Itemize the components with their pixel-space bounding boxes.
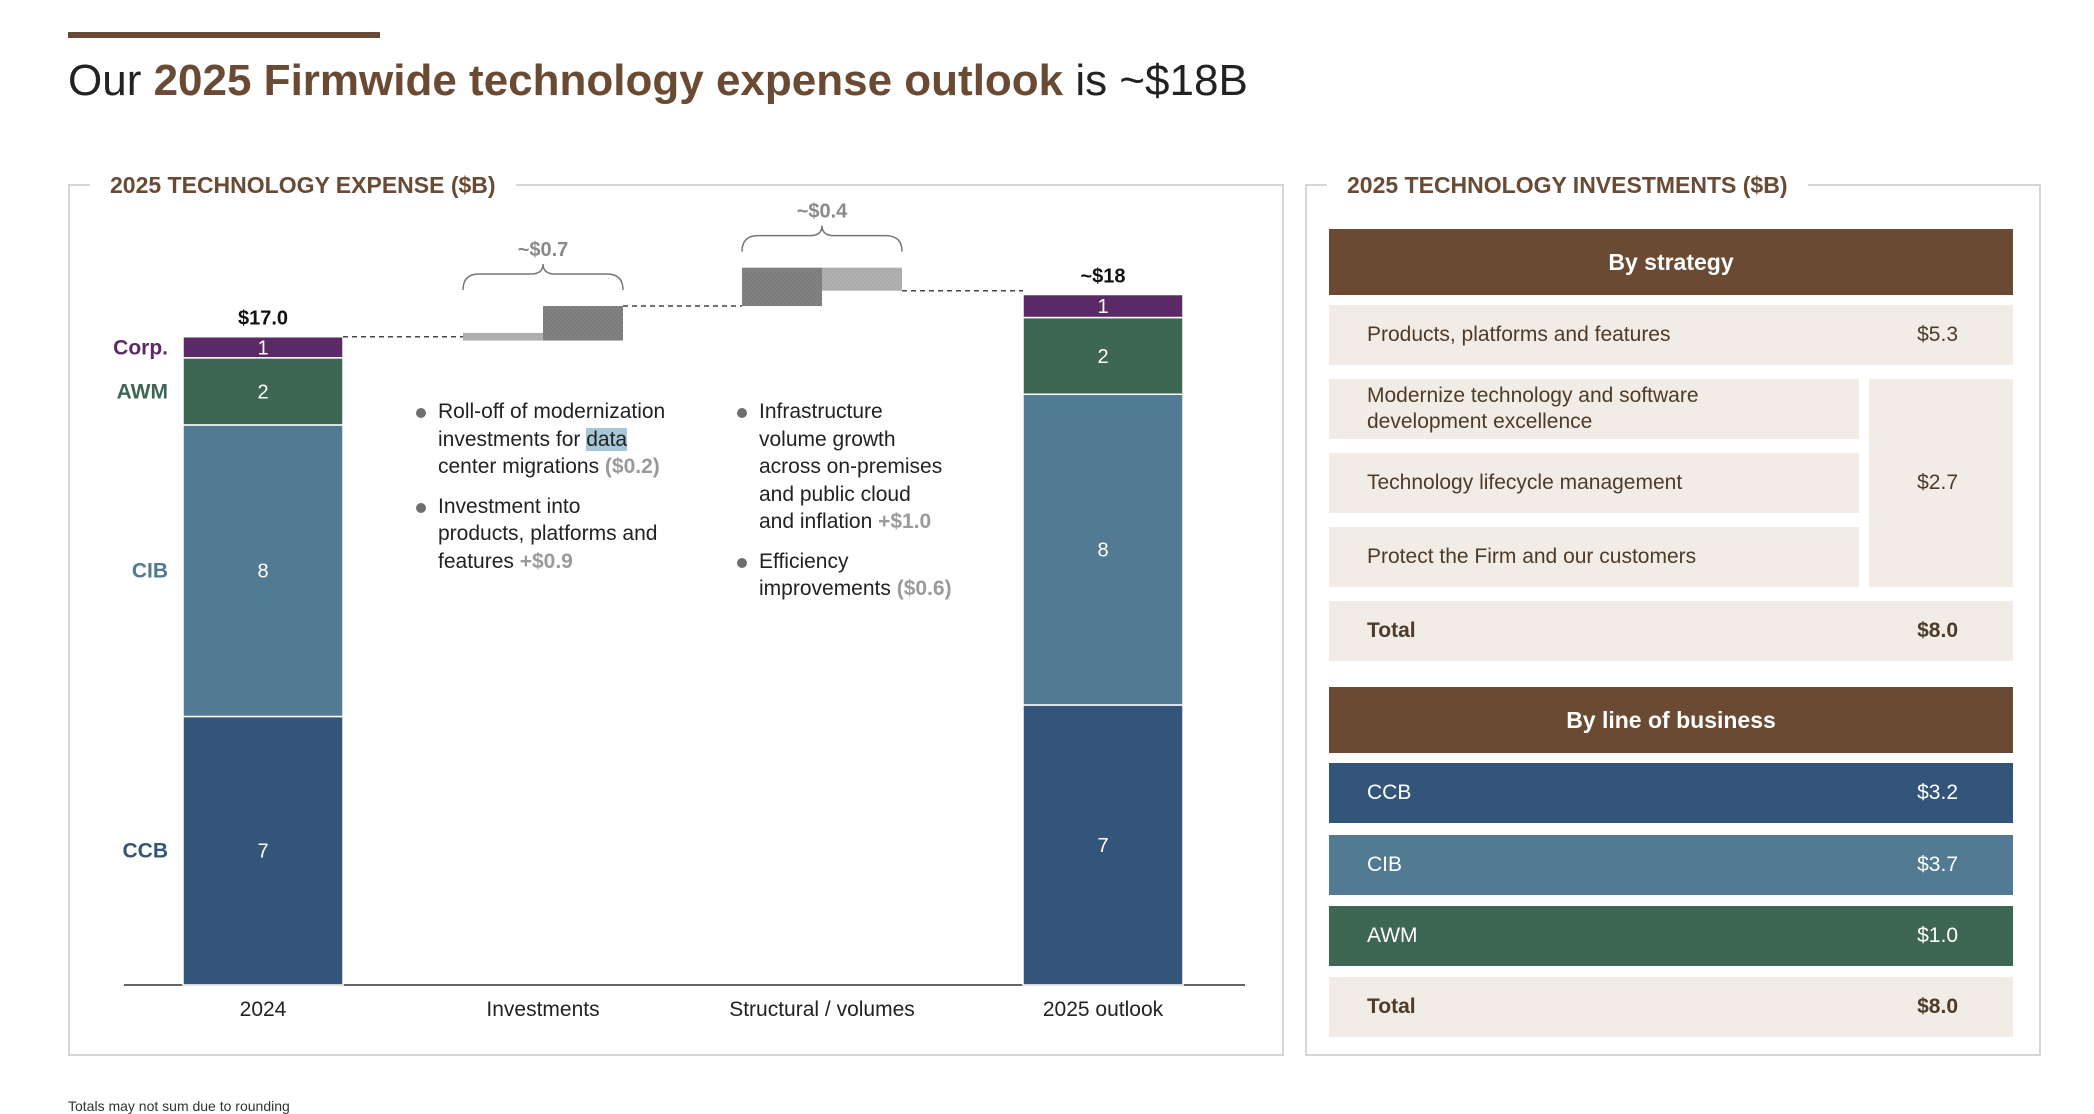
x-tick-label-2024: 2024 xyxy=(240,998,287,1021)
investments-panel-title: 2025 TECHNOLOGY INVESTMENTS ($B) xyxy=(1327,172,1808,199)
lob-row-cib: CIB $3.7 xyxy=(1329,835,2013,895)
x-tick-label-investments: Investments xyxy=(486,998,599,1021)
lob-row-total: Total $8.0 xyxy=(1329,977,2013,1037)
bar-value-label: 1 xyxy=(1097,296,1108,318)
note-investment: Investment into products, platforms and … xyxy=(416,493,706,576)
bar-2024-ccb xyxy=(182,715,344,986)
expense-panel-title: 2025 TECHNOLOGY EXPENSE ($B) xyxy=(90,172,516,199)
bar-2024-awm xyxy=(182,357,344,426)
bar-total-label: $17.0 xyxy=(238,308,288,330)
bar-value-label: 2 xyxy=(1097,346,1108,368)
strategy-header: By strategy xyxy=(1329,229,2013,295)
strategy-sub-value: $2.7 xyxy=(1869,379,2013,587)
step-net-label: ~$0.4 xyxy=(797,201,848,223)
bar-2024-corp xyxy=(182,335,344,359)
investments-panel: 2025 TECHNOLOGY INVESTMENTS ($B) xyxy=(1305,172,2041,1056)
segment-label-awm: AWM xyxy=(117,380,168,403)
lob-row-awm: AWM $1.0 xyxy=(1329,906,2013,966)
step-net-label: ~$0.7 xyxy=(518,239,569,261)
lob-row-ccb: CCB $3.2 xyxy=(1329,763,2013,823)
structural-notes: Infrastructure volume growth across on-p… xyxy=(737,398,997,615)
note-rolloff: Roll-off of modernization investments fo… xyxy=(416,398,706,481)
bar-value-label: 7 xyxy=(257,841,268,863)
lob-header: By line of business xyxy=(1329,687,2013,753)
bar-value-label: 8 xyxy=(1097,540,1108,562)
x-tick-label-2025-outlook: 2025 outlook xyxy=(1043,998,1164,1021)
strategy-row-products: Products, platforms and features $5.3 xyxy=(1329,305,2013,365)
investments-notes: Roll-off of modernization investments fo… xyxy=(416,398,706,587)
step-brace xyxy=(462,263,624,291)
bar-value-label: 8 xyxy=(257,561,268,583)
bar-value-label: 1 xyxy=(257,337,268,359)
strategy-table: By strategy Products, platforms and feat… xyxy=(1329,229,2013,665)
note-efficiency: Efficiency improvements ($0.6) xyxy=(737,548,997,603)
x-tick-label-structural-volumes: Structural / volumes xyxy=(729,998,915,1021)
expense-panel: 2025 TECHNOLOGY EXPENSE ($B) xyxy=(68,172,1284,1056)
footnote: Totals may not sum due to rounding xyxy=(68,1098,290,1114)
bar-2025-outlook-corp xyxy=(1022,293,1184,319)
strategy-row-lifecycle: Technology lifecycle management xyxy=(1329,453,1859,513)
strategy-row-total: Total $8.0 xyxy=(1329,601,2013,661)
step-brace xyxy=(741,225,903,252)
title-accent-bar xyxy=(68,32,380,38)
strategy-row-modernize: Modernize technology and software develo… xyxy=(1329,379,1859,439)
bar-value-label: 7 xyxy=(1097,835,1108,857)
segment-label-corp: Corp. xyxy=(113,336,168,359)
bar-2025-outlook-ccb xyxy=(1022,704,1184,986)
waterfall-chart: 2024 Investments Structural / volumes 2025 … xyxy=(113,201,1245,1021)
note-infrastructure: Infrastructure volume growth across on-p… xyxy=(737,398,997,536)
bar-2024-cib xyxy=(182,424,344,718)
page-title: Our 2025 Firmwide technology expense out… xyxy=(68,56,1248,105)
lob-table: By line of business CCB $3.2 CIB $3.7 AW… xyxy=(1329,687,2013,1037)
bar-2025-outlook-cib xyxy=(1022,393,1184,706)
bullet-icon xyxy=(416,408,426,418)
segment-label-ccb: CCB xyxy=(123,840,169,863)
bar-value-label: 2 xyxy=(257,381,268,403)
strategy-row-protect: Protect the Firm and our customers xyxy=(1329,527,1859,587)
bar-2025-outlook-awm xyxy=(1022,316,1184,396)
step-bar-investments-0 xyxy=(463,332,543,341)
bullet-icon xyxy=(737,408,747,418)
bullet-icon xyxy=(416,502,426,513)
bar-total-label: ~$18 xyxy=(1080,266,1125,288)
bullet-icon xyxy=(737,557,747,568)
segment-label-cib: CIB xyxy=(132,560,168,583)
step-bar-structural-volumes-1 xyxy=(822,267,902,291)
step-bar-investments-1 xyxy=(543,306,623,341)
step-bar-structural-volumes-0 xyxy=(742,267,822,307)
